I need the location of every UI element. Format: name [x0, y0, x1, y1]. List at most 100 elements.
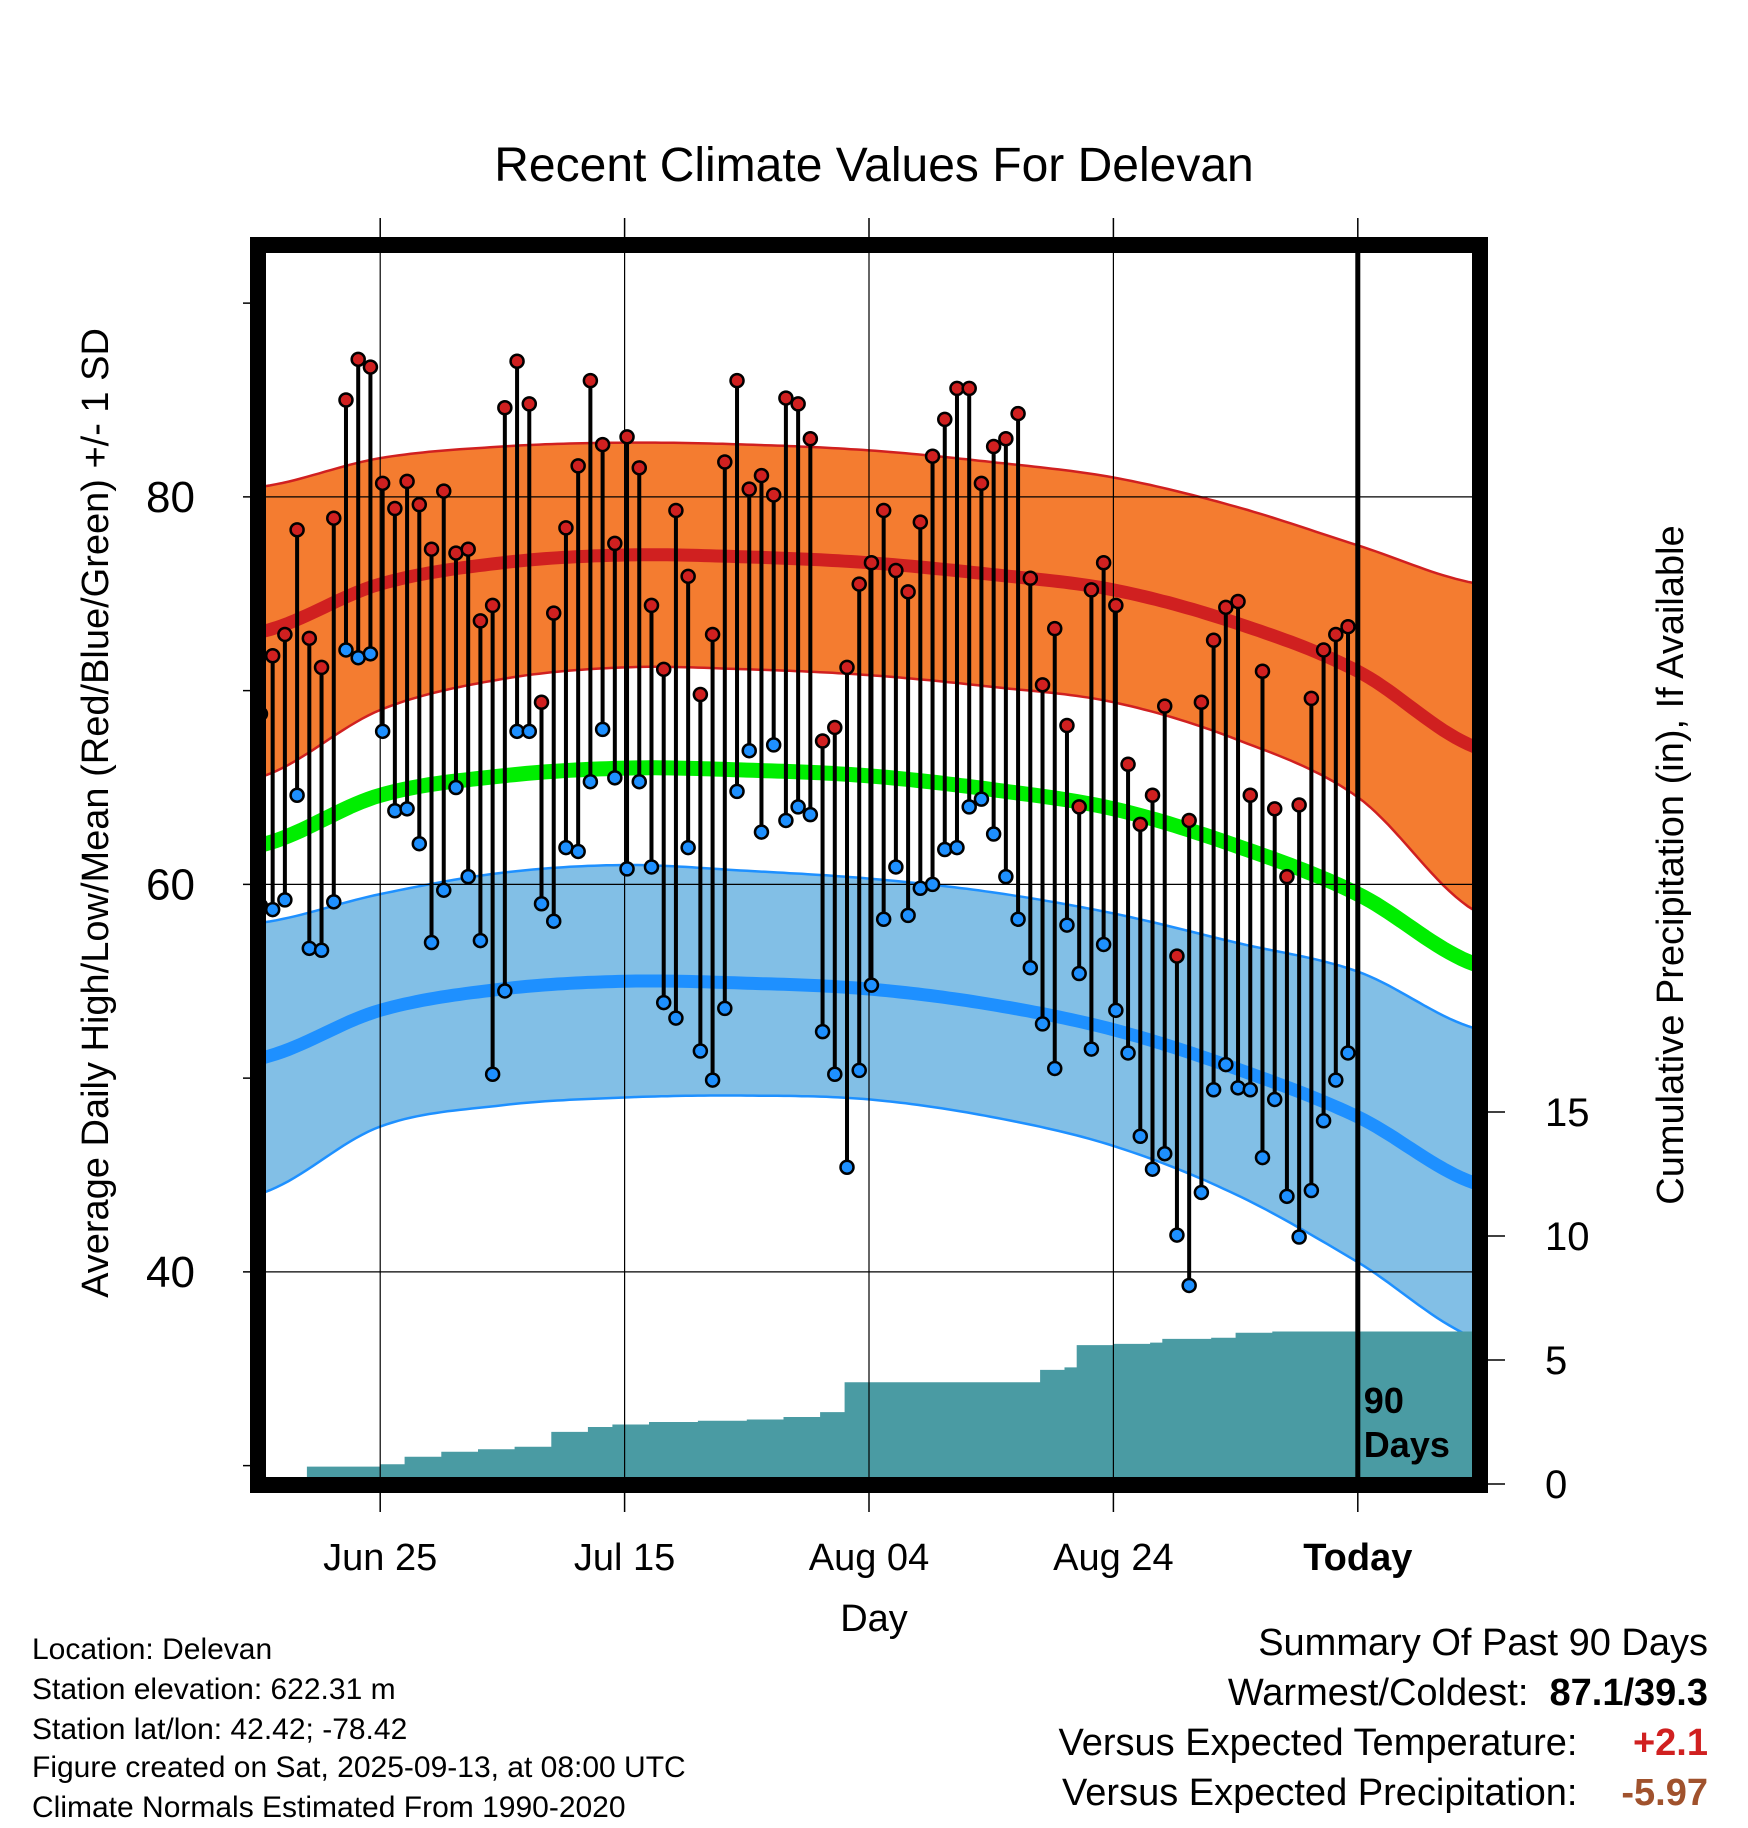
daily-low-point: [1242, 1082, 1259, 1098]
daily-high-point: [765, 487, 782, 503]
daily-low-point: [1230, 1080, 1246, 1096]
x-tick-label: Aug 04: [809, 1537, 929, 1579]
x-axis-label: Day: [840, 1598, 908, 1640]
info-created: Figure created on Sat, 2025-09-13, at 08…: [32, 1751, 686, 1784]
daily-low-point: [570, 843, 586, 860]
daily-low-point: [362, 646, 379, 662]
daily-low-point: [472, 932, 489, 949]
daily-low-point: [680, 839, 696, 856]
daily-low-point: [814, 1023, 831, 1040]
daily-low-point: [790, 799, 806, 815]
daily-high-point: [1181, 812, 1197, 829]
daily-low-point: [1010, 911, 1026, 927]
daily-high-point: [1266, 801, 1283, 817]
daily-high-point: [607, 535, 623, 552]
daily-high-point: [851, 576, 867, 592]
daily-low-point: [338, 642, 354, 658]
daily-high-point: [350, 351, 366, 368]
daily-high-point: [1340, 618, 1356, 635]
daily-low-point: [594, 721, 611, 738]
daily-high-point: [1291, 797, 1307, 813]
daily-high-point: [717, 454, 733, 470]
x-tick-label: Aug 24: [1053, 1537, 1173, 1579]
daily-low-point: [998, 868, 1014, 885]
summary-precip: Versus Expected Precipitation: -5.97: [1062, 1772, 1708, 1815]
daily-high-point: [484, 597, 501, 614]
daily-low-point: [1108, 1002, 1124, 1019]
daily-high-point: [1254, 663, 1271, 679]
daily-low-point: [582, 773, 599, 790]
y2-tick-label: 5: [1545, 1339, 1567, 1383]
daily-high-point: [827, 719, 843, 736]
daily-high-point: [472, 613, 489, 629]
daily-low-point: [1340, 1045, 1356, 1061]
daily-high-point: [1193, 694, 1210, 710]
daily-high-point: [1205, 632, 1222, 648]
daily-low-point: [313, 942, 330, 958]
info-latlon: Station lat/lon: 42.42; -78.42: [32, 1713, 408, 1746]
daily-low-point: [851, 1062, 867, 1079]
daily-high-point: [1169, 948, 1185, 964]
daily-high-point: [643, 597, 660, 614]
daily-high-point: [1022, 570, 1039, 586]
daily-high-point: [912, 514, 929, 530]
daily-low-point: [741, 742, 757, 759]
daily-low-point: [460, 868, 476, 885]
daily-low-point: [1046, 1060, 1063, 1077]
daily-high-point: [1046, 620, 1063, 637]
daily-high-point: [1010, 405, 1026, 422]
daily-low-point: [1169, 1227, 1185, 1243]
daily-low-point: [924, 876, 941, 893]
summary-warmest-value: 87.1/39.3: [1549, 1672, 1708, 1714]
daily-high-point: [973, 475, 990, 492]
x-tick-label: Jun 25: [323, 1537, 437, 1579]
daily-low-point: [1132, 1128, 1149, 1144]
info-location: Location: Delevan: [32, 1633, 273, 1666]
daily-low-point: [1193, 1184, 1210, 1201]
y2-tick-label: 10: [1545, 1215, 1590, 1259]
daily-low-point: [1291, 1229, 1307, 1245]
daily-low-point: [655, 994, 672, 1011]
daily-high-point: [558, 520, 574, 536]
daily-low-point: [949, 839, 965, 856]
summary-precip-value: -5.97: [1621, 1772, 1708, 1814]
daily-low-point: [1095, 936, 1112, 953]
summary-warmest: Warmest/Coldest: 87.1/39.3: [1228, 1672, 1708, 1715]
daily-high-point: [277, 626, 293, 643]
daily-low-point: [1218, 1056, 1234, 1073]
daily-high-point: [460, 541, 476, 557]
daily-low-point: [717, 1000, 733, 1017]
daily-high-point: [937, 411, 953, 428]
daily-low-point: [643, 859, 660, 875]
y2-axis-label: Cumulative Precipitation (in), If Availa…: [1650, 525, 1692, 1204]
daily-low-point: [1205, 1082, 1222, 1098]
daily-high-point: [497, 400, 513, 416]
daily-low-point: [802, 806, 819, 823]
y-tick-label: 40: [146, 1248, 195, 1297]
daily-high-point: [680, 568, 696, 585]
daily-high-point: [509, 353, 525, 369]
daily-low-point: [484, 1066, 501, 1082]
y2-tick-label: 15: [1545, 1091, 1590, 1135]
daily-low-point: [289, 787, 305, 803]
daily-high-point: [1132, 816, 1149, 833]
daily-high-point: [998, 431, 1014, 447]
daily-high-point: [1108, 597, 1124, 614]
daily-high-point: [1120, 756, 1136, 772]
daily-high-point: [289, 522, 305, 538]
daily-low-point: [301, 940, 318, 957]
daily-high-point: [582, 372, 599, 389]
daily-high-point: [900, 584, 916, 600]
x-tick-label: Jul 15: [574, 1537, 675, 1579]
daily-high-point: [411, 496, 428, 513]
daily-high-point: [985, 438, 1002, 455]
daily-low-point: [1181, 1277, 1197, 1294]
today-label-1: 90: [1364, 1380, 1404, 1421]
daily-low-point: [1303, 1182, 1320, 1199]
daily-high-point: [326, 510, 342, 526]
daily-high-point: [435, 483, 452, 499]
daily-high-point: [264, 648, 281, 664]
daily-low-point: [875, 911, 892, 927]
daily-low-point: [753, 824, 770, 840]
daily-low-point: [264, 901, 281, 918]
